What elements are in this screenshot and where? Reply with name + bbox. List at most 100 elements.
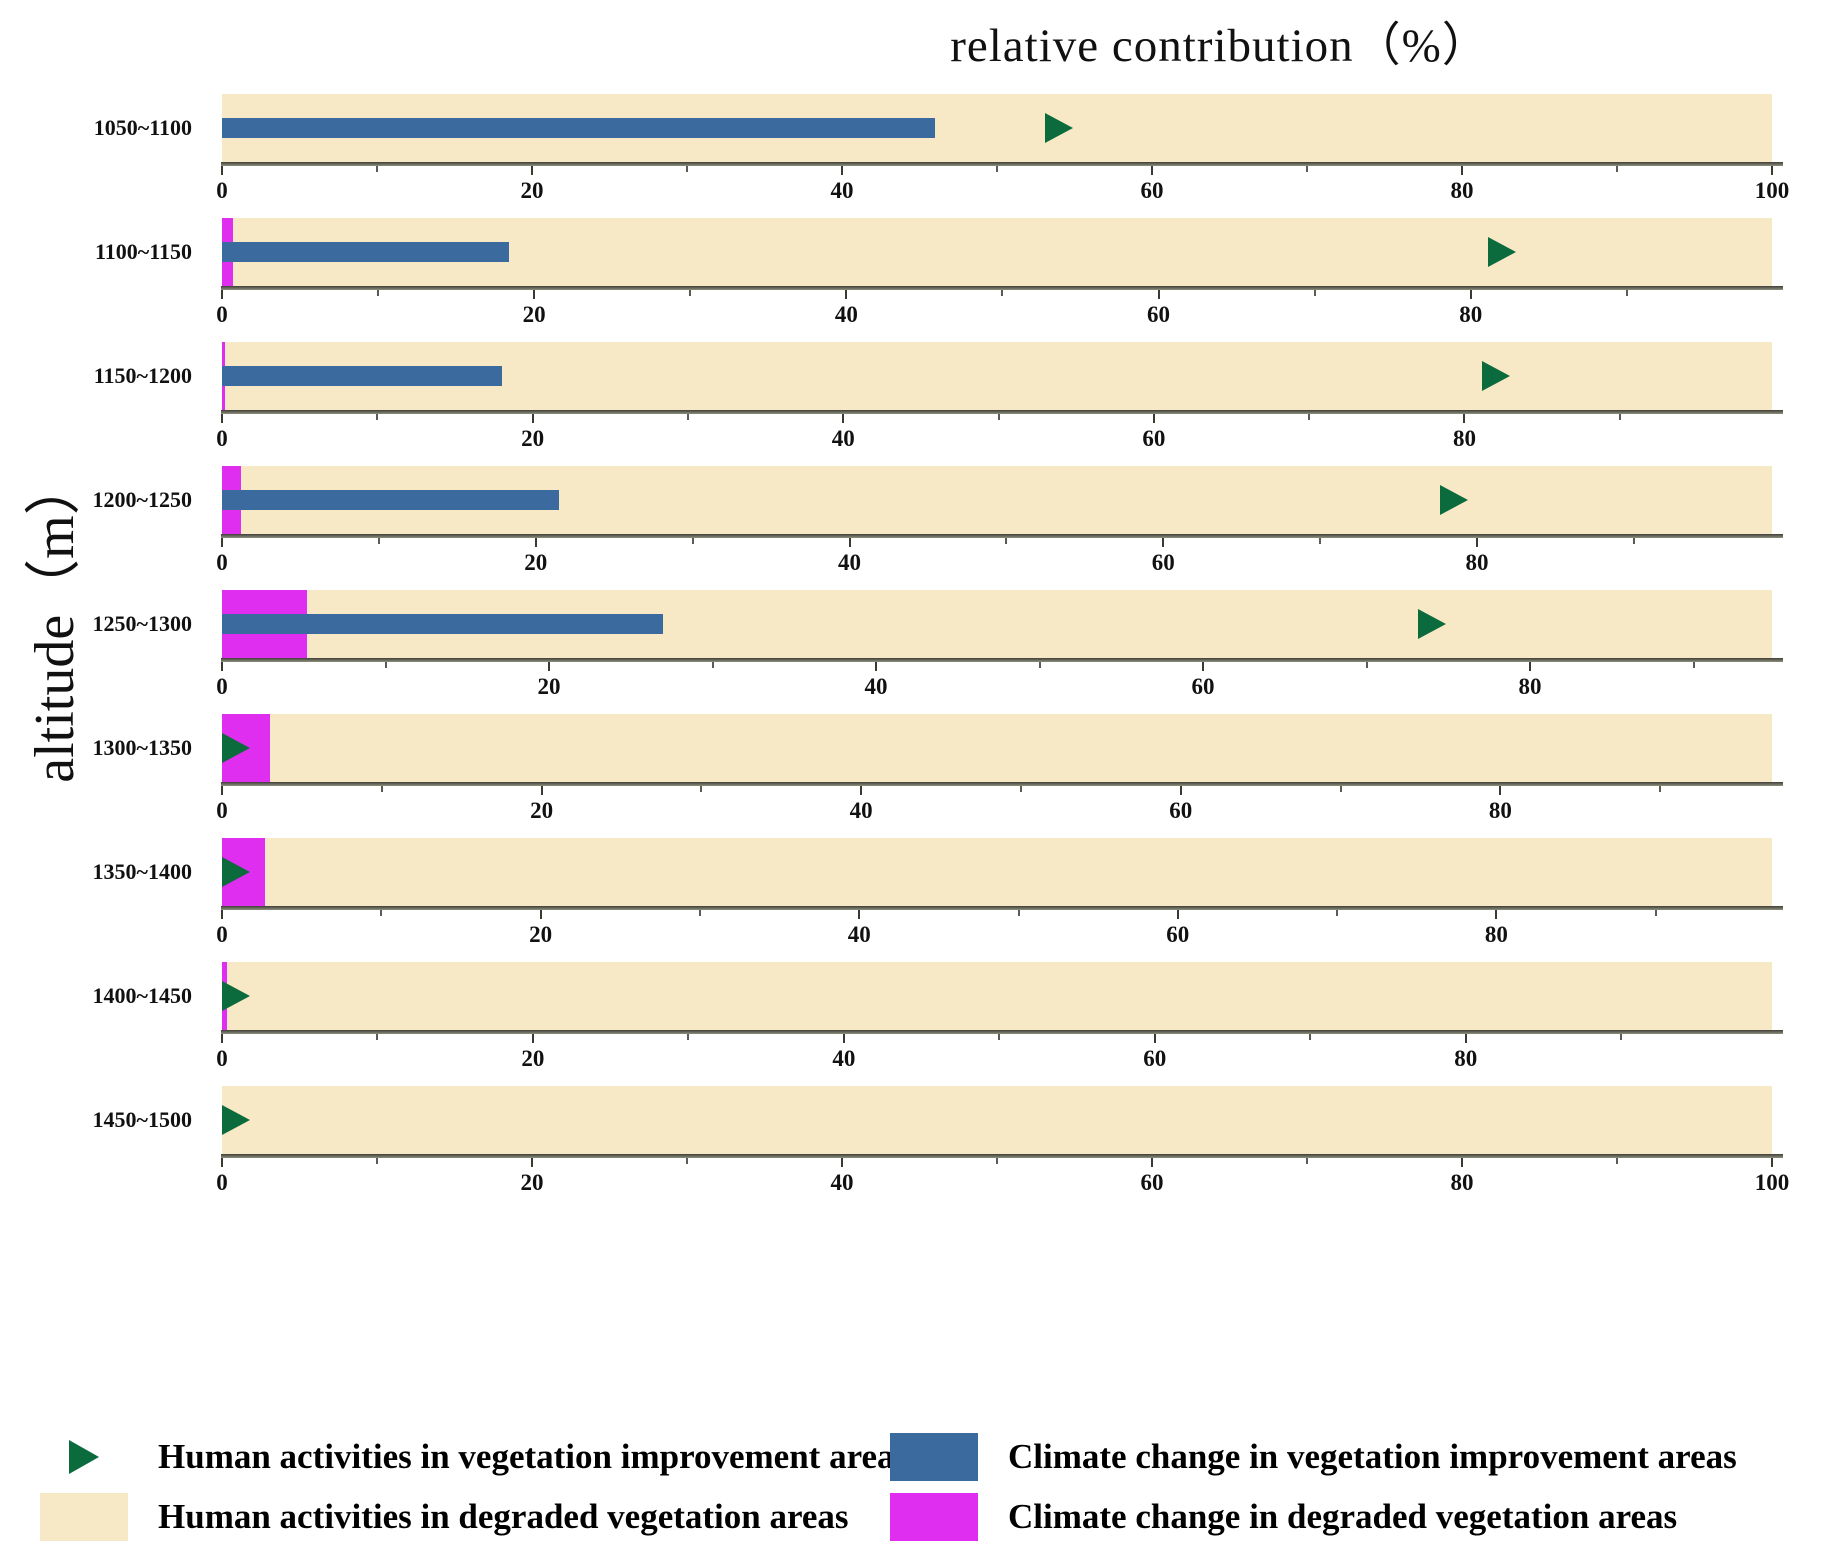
bar-climate-change-improvement xyxy=(222,490,560,510)
x-axis-minor-tick xyxy=(376,1034,379,1040)
x-axis-minor-tick xyxy=(376,1158,378,1164)
x-axis-tick-label: 60 xyxy=(1140,178,1164,203)
x-axis-major-tick xyxy=(842,414,845,423)
human-improvement-triangle-marker-icon xyxy=(1439,485,1468,515)
x-axis-tick-label: 20 xyxy=(521,426,545,451)
bar-human-activities-degraded xyxy=(222,714,1772,782)
x-axis-tick-label: 80 xyxy=(1450,178,1474,203)
x-axis-major-tick xyxy=(534,538,537,547)
legend-item-label: Climate change in vegetation improvement… xyxy=(1008,1437,1737,1476)
x-axis-tick-label: 60 xyxy=(1142,426,1166,451)
x-axis-tick-label: 40 xyxy=(847,922,871,947)
x-axis-tick-label: 80 xyxy=(1465,550,1489,575)
panel-plot-area: 0 20 40 60 80 xyxy=(216,962,1783,1071)
y-axis-category-label: 1400~1450 xyxy=(92,983,192,1008)
y-axis-category-label: 1150~1200 xyxy=(93,363,192,388)
x-axis-tick-label: 80 xyxy=(1484,922,1508,947)
human-improvement-triangle-marker-icon xyxy=(222,733,250,763)
x-axis-major-tick xyxy=(875,662,877,671)
x-axis-minor-tick xyxy=(998,1034,1001,1040)
legend-item-label: Human activities in vegetation improveme… xyxy=(158,1437,909,1476)
x-axis-minor-tick xyxy=(1625,290,1628,296)
y-axis-category-label: 1450~1500 xyxy=(92,1107,192,1132)
x-axis-tick-label: 40 xyxy=(849,798,873,823)
x-axis-line xyxy=(221,534,1783,538)
x-axis-minor-tick xyxy=(380,786,383,792)
chart-title: relative contribution（%） xyxy=(950,20,1490,72)
x-axis-major-tick xyxy=(531,1158,533,1167)
x-axis-major-tick xyxy=(221,1034,223,1043)
x-axis-tick-label: 40 xyxy=(831,426,855,451)
x-axis-line xyxy=(221,906,1783,910)
altitude-panel: 1400~1450 0 20 40 60 80 xyxy=(0,962,1827,1086)
x-axis-major-tick xyxy=(540,786,543,795)
altitude-panel: 1100~1150 0 20 40 60 80 xyxy=(0,218,1827,342)
x-axis-major-tick xyxy=(221,538,223,547)
x-axis-tick-label: 20 xyxy=(520,1170,544,1195)
human-improvement-triangle-marker-icon xyxy=(222,1105,250,1135)
x-axis-tick-label: 80 xyxy=(1450,1170,1474,1195)
x-axis-major-tick xyxy=(1495,910,1498,919)
x-axis-major-tick xyxy=(1461,1158,1463,1167)
x-axis-minor-tick xyxy=(1038,662,1041,668)
x-axis-minor-tick xyxy=(1005,538,1008,544)
x-axis-major-tick xyxy=(533,290,536,299)
x-axis-tick-label: 80 xyxy=(1459,302,1483,327)
legend-item-label: Human activities in degraded vegetation … xyxy=(158,1497,849,1536)
legend-item: Human activities in degraded vegetation … xyxy=(36,1493,886,1541)
y-axis-category-label: 1250~1300 xyxy=(92,611,192,636)
human-improvement-triangle-marker-icon xyxy=(1481,361,1510,391)
x-axis-minor-tick xyxy=(1632,538,1635,544)
x-axis-minor-tick xyxy=(1336,910,1339,916)
x-axis-major-tick xyxy=(221,1158,223,1167)
x-axis-tick-label: 0 xyxy=(216,426,228,451)
bar-human-activities-degraded xyxy=(222,838,1772,906)
human-improvement-triangle-marker-icon xyxy=(1417,609,1446,639)
legend-triangle-marker-icon xyxy=(69,1440,99,1474)
x-axis-tick-label: 20 xyxy=(522,302,546,327)
legend-item: Climate change in vegetation improvement… xyxy=(886,1433,1786,1481)
x-axis-minor-tick xyxy=(691,538,694,544)
x-axis-line xyxy=(221,1030,1783,1034)
x-axis-major-tick xyxy=(1202,662,1204,671)
x-axis-tick-label: 40 xyxy=(830,1170,854,1195)
x-axis-major-tick xyxy=(539,910,542,919)
x-axis-major-tick xyxy=(1152,414,1155,423)
x-axis-major-tick xyxy=(1151,1158,1153,1167)
x-axis-tick-label: 20 xyxy=(521,1046,545,1071)
x-axis-minor-tick xyxy=(1659,786,1662,792)
x-axis-minor-tick xyxy=(384,662,387,668)
x-axis-minor-tick xyxy=(1309,1034,1312,1040)
x-axis-major-tick xyxy=(1463,414,1466,423)
x-axis-minor-tick xyxy=(380,910,383,916)
legend-swatch-box xyxy=(36,1440,132,1474)
x-axis-tick-label: 60 xyxy=(1143,1046,1167,1071)
legend-item: Climate change in degraded vegetation ar… xyxy=(886,1493,1786,1541)
legend-color-swatch xyxy=(890,1493,978,1541)
x-axis-major-tick xyxy=(1176,910,1179,919)
x-axis-major-tick xyxy=(1151,166,1153,175)
altitude-panel: 1050~1100 0 20 40 60 80 100 xyxy=(0,94,1827,218)
x-axis-minor-tick xyxy=(1339,786,1342,792)
x-axis-minor-tick xyxy=(996,166,998,172)
x-axis-major-tick xyxy=(221,662,223,671)
legend-swatch-box xyxy=(36,1493,132,1541)
x-axis-tick-label: 0 xyxy=(216,302,228,327)
x-axis-major-tick xyxy=(845,290,848,299)
x-axis-major-tick xyxy=(1469,290,1472,299)
x-axis-tick-label: 80 xyxy=(1488,798,1512,823)
x-axis-tick-label: 20 xyxy=(529,922,553,947)
bar-climate-change-improvement xyxy=(222,242,510,262)
y-axis-category-label: 1100~1150 xyxy=(94,239,192,264)
x-axis-tick-label: 60 xyxy=(1140,1170,1164,1195)
x-axis-major-tick xyxy=(1499,786,1502,795)
x-axis-tick-label: 80 xyxy=(1518,674,1542,699)
x-axis-minor-tick xyxy=(1365,662,1368,668)
x-axis-tick-label: 80 xyxy=(1452,426,1476,451)
legend-color-swatch xyxy=(40,1493,128,1541)
x-axis-major-tick xyxy=(531,414,534,423)
y-axis-category-label: 1050~1100 xyxy=(93,115,192,140)
bar-human-activities-degraded xyxy=(222,1086,1772,1154)
x-axis-tick-label: 40 xyxy=(834,302,858,327)
panel-plot-area: 0 20 40 60 80 100 xyxy=(216,94,1789,203)
